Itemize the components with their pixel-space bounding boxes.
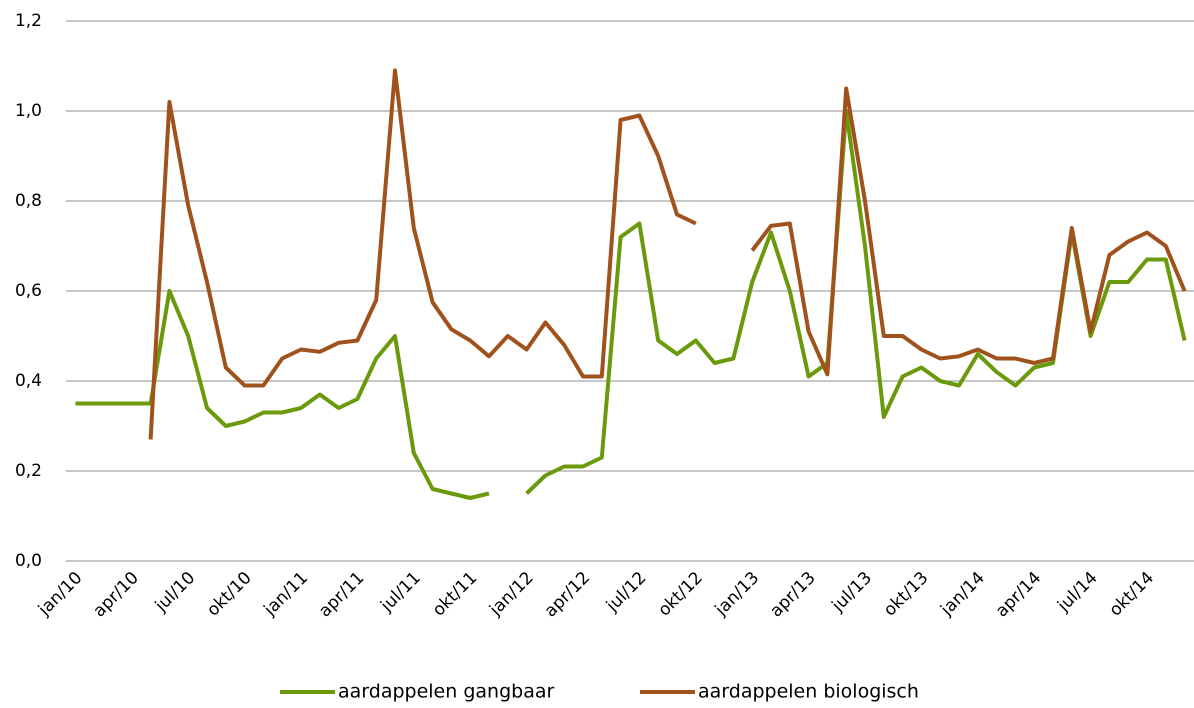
series-line	[75, 109, 1187, 500]
y-tick-label: 1,0	[15, 101, 42, 121]
y-tick-label: 1,2	[15, 11, 42, 31]
x-tick-label: jul/10	[151, 568, 200, 617]
x-tick-label: jan/11	[260, 568, 313, 621]
legend-label: aardappelen biologisch	[698, 681, 919, 703]
x-tick-label: apr/14	[992, 568, 1045, 621]
x-tick-label: jul/14	[1053, 568, 1102, 617]
x-tick-label: apr/11	[315, 568, 368, 621]
x-tick-label: apr/13	[766, 568, 819, 621]
y-tick-label: 0,8	[15, 191, 42, 211]
x-tick-label: jan/10	[34, 568, 87, 621]
legend-label: aardappelen gangbaar	[338, 681, 554, 703]
x-tick-label: apr/10	[89, 568, 142, 621]
y-tick-label: 0,0	[15, 551, 42, 571]
x-tick-label: jan/12	[485, 568, 538, 621]
x-tick-label: okt/10	[203, 568, 256, 621]
x-tick-label: jul/12	[602, 568, 651, 617]
x-tick-label: jul/11	[376, 568, 425, 617]
y-tick-label: 0,4	[15, 371, 42, 391]
x-tick-label: jul/13	[828, 568, 877, 617]
y-tick-label: 0,2	[15, 461, 42, 481]
x-tick-label: jan/14	[936, 568, 989, 621]
x-tick-label: okt/13	[880, 568, 933, 621]
x-tick-label: okt/12	[654, 568, 707, 621]
y-tick-label: 0,6	[15, 281, 42, 301]
series-line	[148, 68, 1187, 440]
x-tick-label: apr/12	[541, 568, 594, 621]
x-tick-label: okt/11	[429, 568, 482, 621]
x-tick-label: okt/14	[1106, 568, 1159, 621]
x-tick-label: jan/13	[711, 568, 764, 621]
